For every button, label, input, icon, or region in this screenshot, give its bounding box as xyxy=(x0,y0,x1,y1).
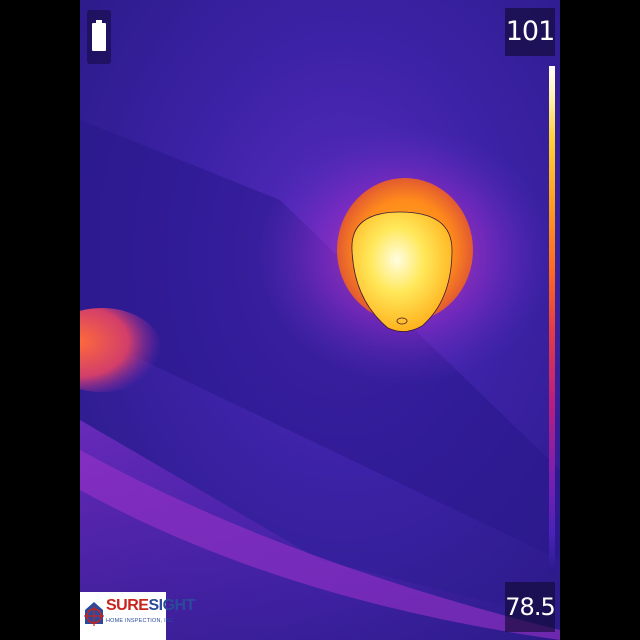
thermal-wall-edge xyxy=(80,420,560,640)
light-fixture-knob xyxy=(396,317,408,325)
temperature-max-label: 101 xyxy=(505,8,555,56)
battery-level xyxy=(92,23,106,51)
logo-name: SURESIGHT xyxy=(106,597,195,614)
company-logo: SURESIGHT HOME INSPECTION, INC xyxy=(80,592,195,640)
thermal-viewport: 101 78.5 SURESIGHT HOME INSPECTION, INC xyxy=(80,0,560,640)
battery-cap xyxy=(96,20,102,23)
temperature-scale-bar xyxy=(549,66,555,574)
thermal-image xyxy=(80,0,560,640)
thermal-warm-spot xyxy=(80,308,162,392)
logo-tagline: HOME INSPECTION, INC xyxy=(106,618,175,624)
light-fixture-bulb xyxy=(351,211,453,332)
temperature-min-label: 78.5 xyxy=(505,582,556,632)
battery-full-icon xyxy=(87,10,111,64)
crosshair-house-icon xyxy=(84,602,104,626)
